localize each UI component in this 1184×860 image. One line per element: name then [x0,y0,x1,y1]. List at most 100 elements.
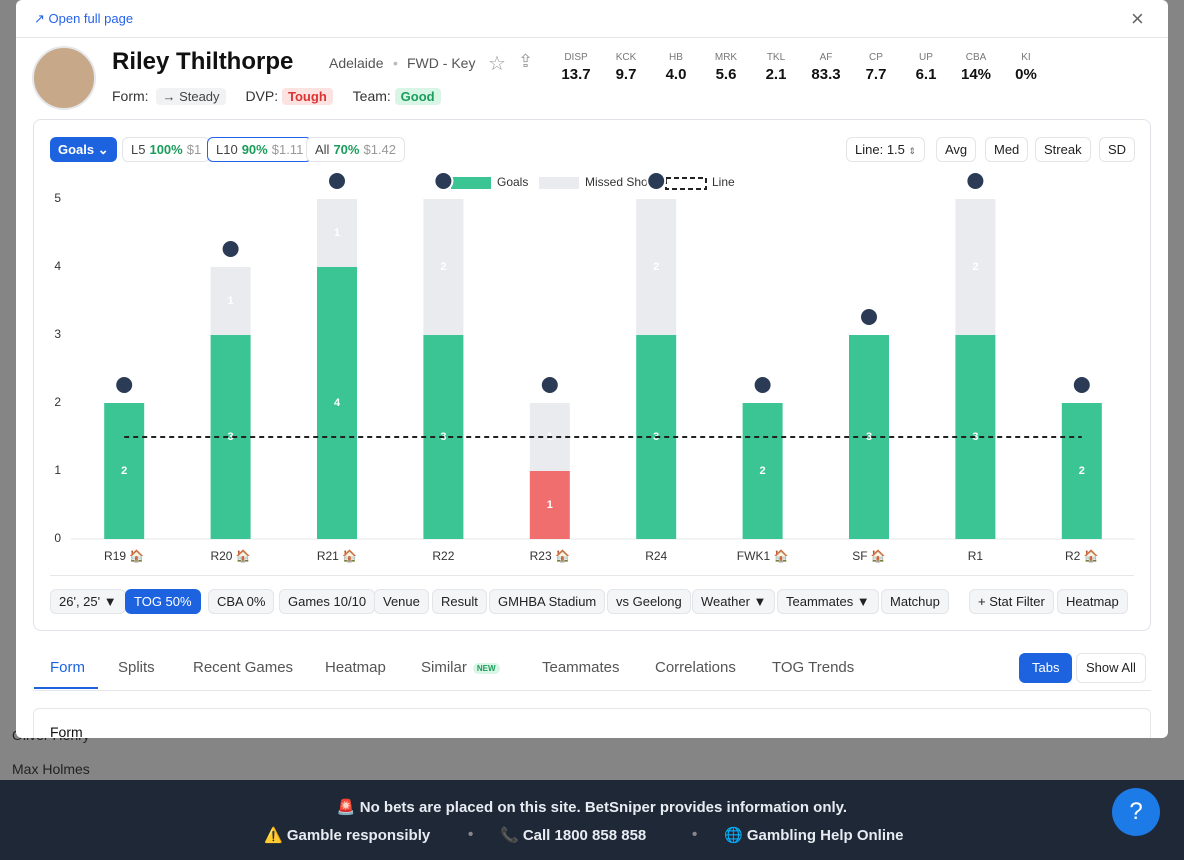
stat-value: 4.0 [665,66,687,83]
team-logo [220,239,241,259]
filter[interactable]: CBA 0% [208,589,275,614]
separator: • [692,826,698,843]
bar-segment [210,267,251,335]
tab[interactable]: Recent Games [193,659,293,676]
tab[interactable]: Teammates [542,659,620,676]
avatar [32,46,96,110]
filter[interactable]: + Stat Filter [969,589,1054,614]
separator: • [468,826,474,843]
banner-item: 📞 Call 1800 858 858 [500,827,647,844]
range-price: $1.11 [271,142,304,157]
tab[interactable]: TOG Trends [772,659,854,676]
tab-label: Form [50,659,85,676]
filter[interactable]: Games 10/10 [279,589,376,614]
stat-label: CP [869,52,883,63]
data-label: 2 [760,465,766,477]
team-logo [1071,375,1092,395]
bg-name: Max Holmes [12,761,90,777]
team-logo [859,307,879,327]
form-row: Form: → Steady DVP: Tough Team: Good [112,88,441,105]
tab[interactable]: Form [50,659,85,676]
legend-label: Line [712,175,735,189]
x-tick-label: SF 🏠 [852,549,886,563]
x-tick-label: R21 🏠 [317,549,357,563]
filter[interactable]: Result [432,589,487,614]
y-tick-label: 3 [54,327,61,341]
chart-button[interactable]: Streak [1035,137,1091,162]
favorite[interactable]: ☆ [488,53,506,75]
divider [50,575,1134,576]
x-tick-label: R23 🏠 [530,549,570,563]
legend-label: Goals [497,175,528,189]
chart: 0 1 2 3 4 5 Goals Missed Shots Line R19 🏠 2 R20 🏠 3 1… [54,171,1135,563]
stat-select[interactable]: Goals ⌄ [50,137,117,162]
range-pct: 100% [149,142,183,157]
form: → Steady [156,88,226,105]
filter[interactable]: GMHBA Stadium [489,589,606,614]
open-full-page[interactable]: ↗ Open full page [34,11,134,26]
data-label: 2 [1079,465,1085,477]
divider [16,37,1168,38]
filter[interactable]: Weather ▼ [692,589,776,614]
stat-label: DISP [564,52,588,63]
bar-segment [104,403,145,539]
filter[interactable]: Heatmap [1057,589,1128,614]
stat-value: 13.7 [561,66,591,83]
chart-button[interactable]: Avg [936,137,977,162]
bar-segment [423,199,464,335]
stat-value: 9.7 [615,66,637,83]
team-logo [327,171,347,191]
tab[interactable]: Heatmap [325,659,386,676]
team-logo [539,375,560,395]
close-button[interactable]: × [1131,6,1144,31]
y-tick-label: 5 [54,191,61,205]
x-tick-label: R2 🏠 [1065,549,1099,563]
range-pct: 90% [241,142,268,157]
range-filter[interactable]: L5 100% $1 [122,137,211,162]
tab[interactable]: Correlations [655,659,736,676]
data-label: 3 [972,431,978,443]
team-logo [646,171,667,191]
label: Line: [855,142,884,157]
stat-label: KCK [615,52,637,63]
chart-button[interactable]: SD [1099,137,1136,162]
bar-segment [742,403,783,539]
line-input[interactable]: Line: 1.5 ⇕ [846,137,926,162]
team-logo [114,375,135,395]
help-button[interactable]: ? [1112,788,1160,836]
banner-item: 🌐 Gambling Help Online [724,827,904,844]
tab-label: Correlations [655,659,736,676]
filter[interactable]: Teammates ▼ [777,589,879,614]
chart-card: Goals ⌄ L5 100% $1 L10 90% $1.11 All 70% $1.42 L… [33,119,1151,631]
bar-segment [317,267,357,539]
chart-button[interactable]: Med [985,137,1029,162]
filter[interactable]: TOG 50% [125,589,201,614]
range-filter[interactable]: L10 90% $1.11 [207,137,313,162]
x-tick-label: R24 [645,549,667,563]
stat-value: 83.3 [811,66,841,83]
filter[interactable]: Venue [374,589,429,614]
filter[interactable]: vs Geelong [607,589,691,614]
filter[interactable]: Matchup [881,589,949,614]
view-button[interactable]: Show All [1076,653,1146,683]
range-pct: 70% [333,142,360,157]
share[interactable]: ⇪ [518,51,534,71]
label: DVP: [245,88,279,104]
label: Team: [352,88,391,104]
x-tick-label: R20 🏠 [210,549,250,563]
team-logo [752,375,773,395]
range-filter[interactable]: All 70% $1.42 [306,137,406,162]
tab-label: Teammates [542,659,620,676]
x-tick-label: R22 [432,549,454,563]
tab[interactable]: Similar NEW [421,659,500,676]
tab-label: TOG Trends [772,659,855,676]
data-label: 4 [334,397,341,409]
filter[interactable]: 26', 25' ▼ [50,589,126,614]
view-button[interactable]: Tabs [1019,653,1073,683]
team-logo [433,171,454,191]
data-label: 3 [228,431,234,443]
data-label: 2 [653,261,659,273]
stat-value: 0% [1015,66,1037,83]
tab[interactable]: Splits [118,659,155,676]
separator: • [393,55,398,71]
